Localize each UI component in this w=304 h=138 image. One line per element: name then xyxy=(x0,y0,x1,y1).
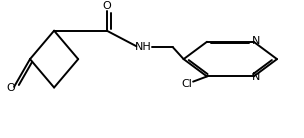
Text: Cl: Cl xyxy=(181,79,192,89)
Text: N: N xyxy=(252,72,260,83)
Text: NH: NH xyxy=(135,43,151,52)
Text: N: N xyxy=(252,36,260,46)
Text: O: O xyxy=(102,1,111,11)
Text: O: O xyxy=(6,83,15,93)
